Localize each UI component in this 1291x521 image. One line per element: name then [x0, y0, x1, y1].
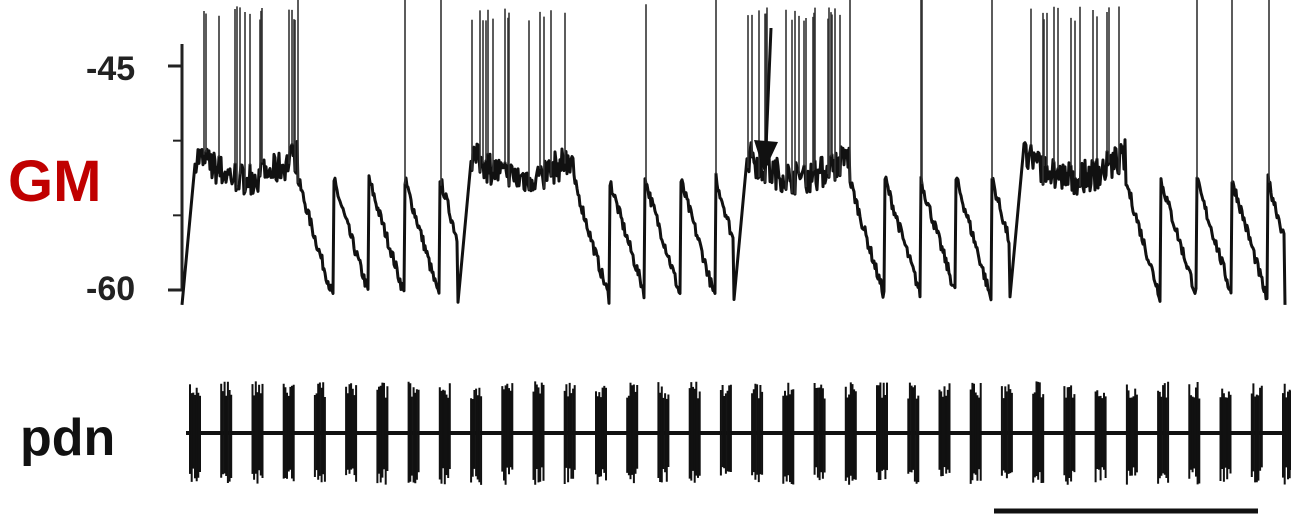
pdn-burst	[1125, 384, 1138, 485]
pdn-burst	[626, 382, 639, 484]
pdn-burst	[532, 381, 545, 485]
pdn-burst	[1063, 385, 1076, 485]
pdn-burst	[1219, 388, 1232, 482]
pdn-burst	[1157, 381, 1170, 484]
pdn-burst	[407, 381, 420, 484]
arrow-shaft	[764, 27, 773, 149]
pdn-burst	[844, 382, 857, 485]
annotations	[754, 27, 1258, 514]
pdn-burst	[563, 382, 576, 484]
y-axis	[168, 44, 184, 292]
pdn-burst	[1032, 381, 1045, 483]
y-tick-label-minus45: -45	[86, 50, 136, 88]
pdn-trace	[186, 381, 1291, 485]
pdn-burst	[376, 382, 389, 485]
pdn-burst	[345, 383, 358, 482]
pdn-burst	[876, 382, 888, 480]
y-tick-label-minus60: -60	[86, 270, 136, 308]
pdn-burst	[438, 383, 451, 485]
pdn-nerve-label: pdn	[20, 409, 116, 467]
pdn-burst	[251, 381, 264, 484]
pdn-burst	[657, 382, 670, 483]
gm-trace	[180, 0, 1287, 306]
pdn-burst	[282, 383, 295, 482]
pdn-burst	[1188, 382, 1201, 485]
pdn-burst	[782, 382, 795, 485]
pdn-burst	[220, 381, 233, 483]
pdn-burst	[813, 383, 826, 481]
pdn-burst	[595, 385, 607, 485]
pdn-burst	[751, 383, 764, 483]
pdn-burst	[470, 387, 483, 485]
gm-cell-label: GM	[8, 149, 102, 214]
pdn-burst	[189, 384, 201, 482]
pdn-burst	[719, 384, 732, 476]
pdn-burst	[688, 381, 701, 483]
arrow-head	[754, 140, 778, 172]
pdn-burst	[907, 382, 920, 484]
gm-membrane-potential	[180, 138, 1287, 306]
pdn-burst	[969, 382, 982, 484]
pdn-burst	[1000, 384, 1013, 479]
pdn-burst	[1250, 383, 1263, 483]
pdn-burst	[501, 383, 514, 485]
pdn-burst	[1282, 383, 1291, 485]
pdn-burst	[313, 382, 326, 483]
pdn-burst	[1094, 390, 1107, 483]
pdn-burst	[938, 383, 951, 477]
